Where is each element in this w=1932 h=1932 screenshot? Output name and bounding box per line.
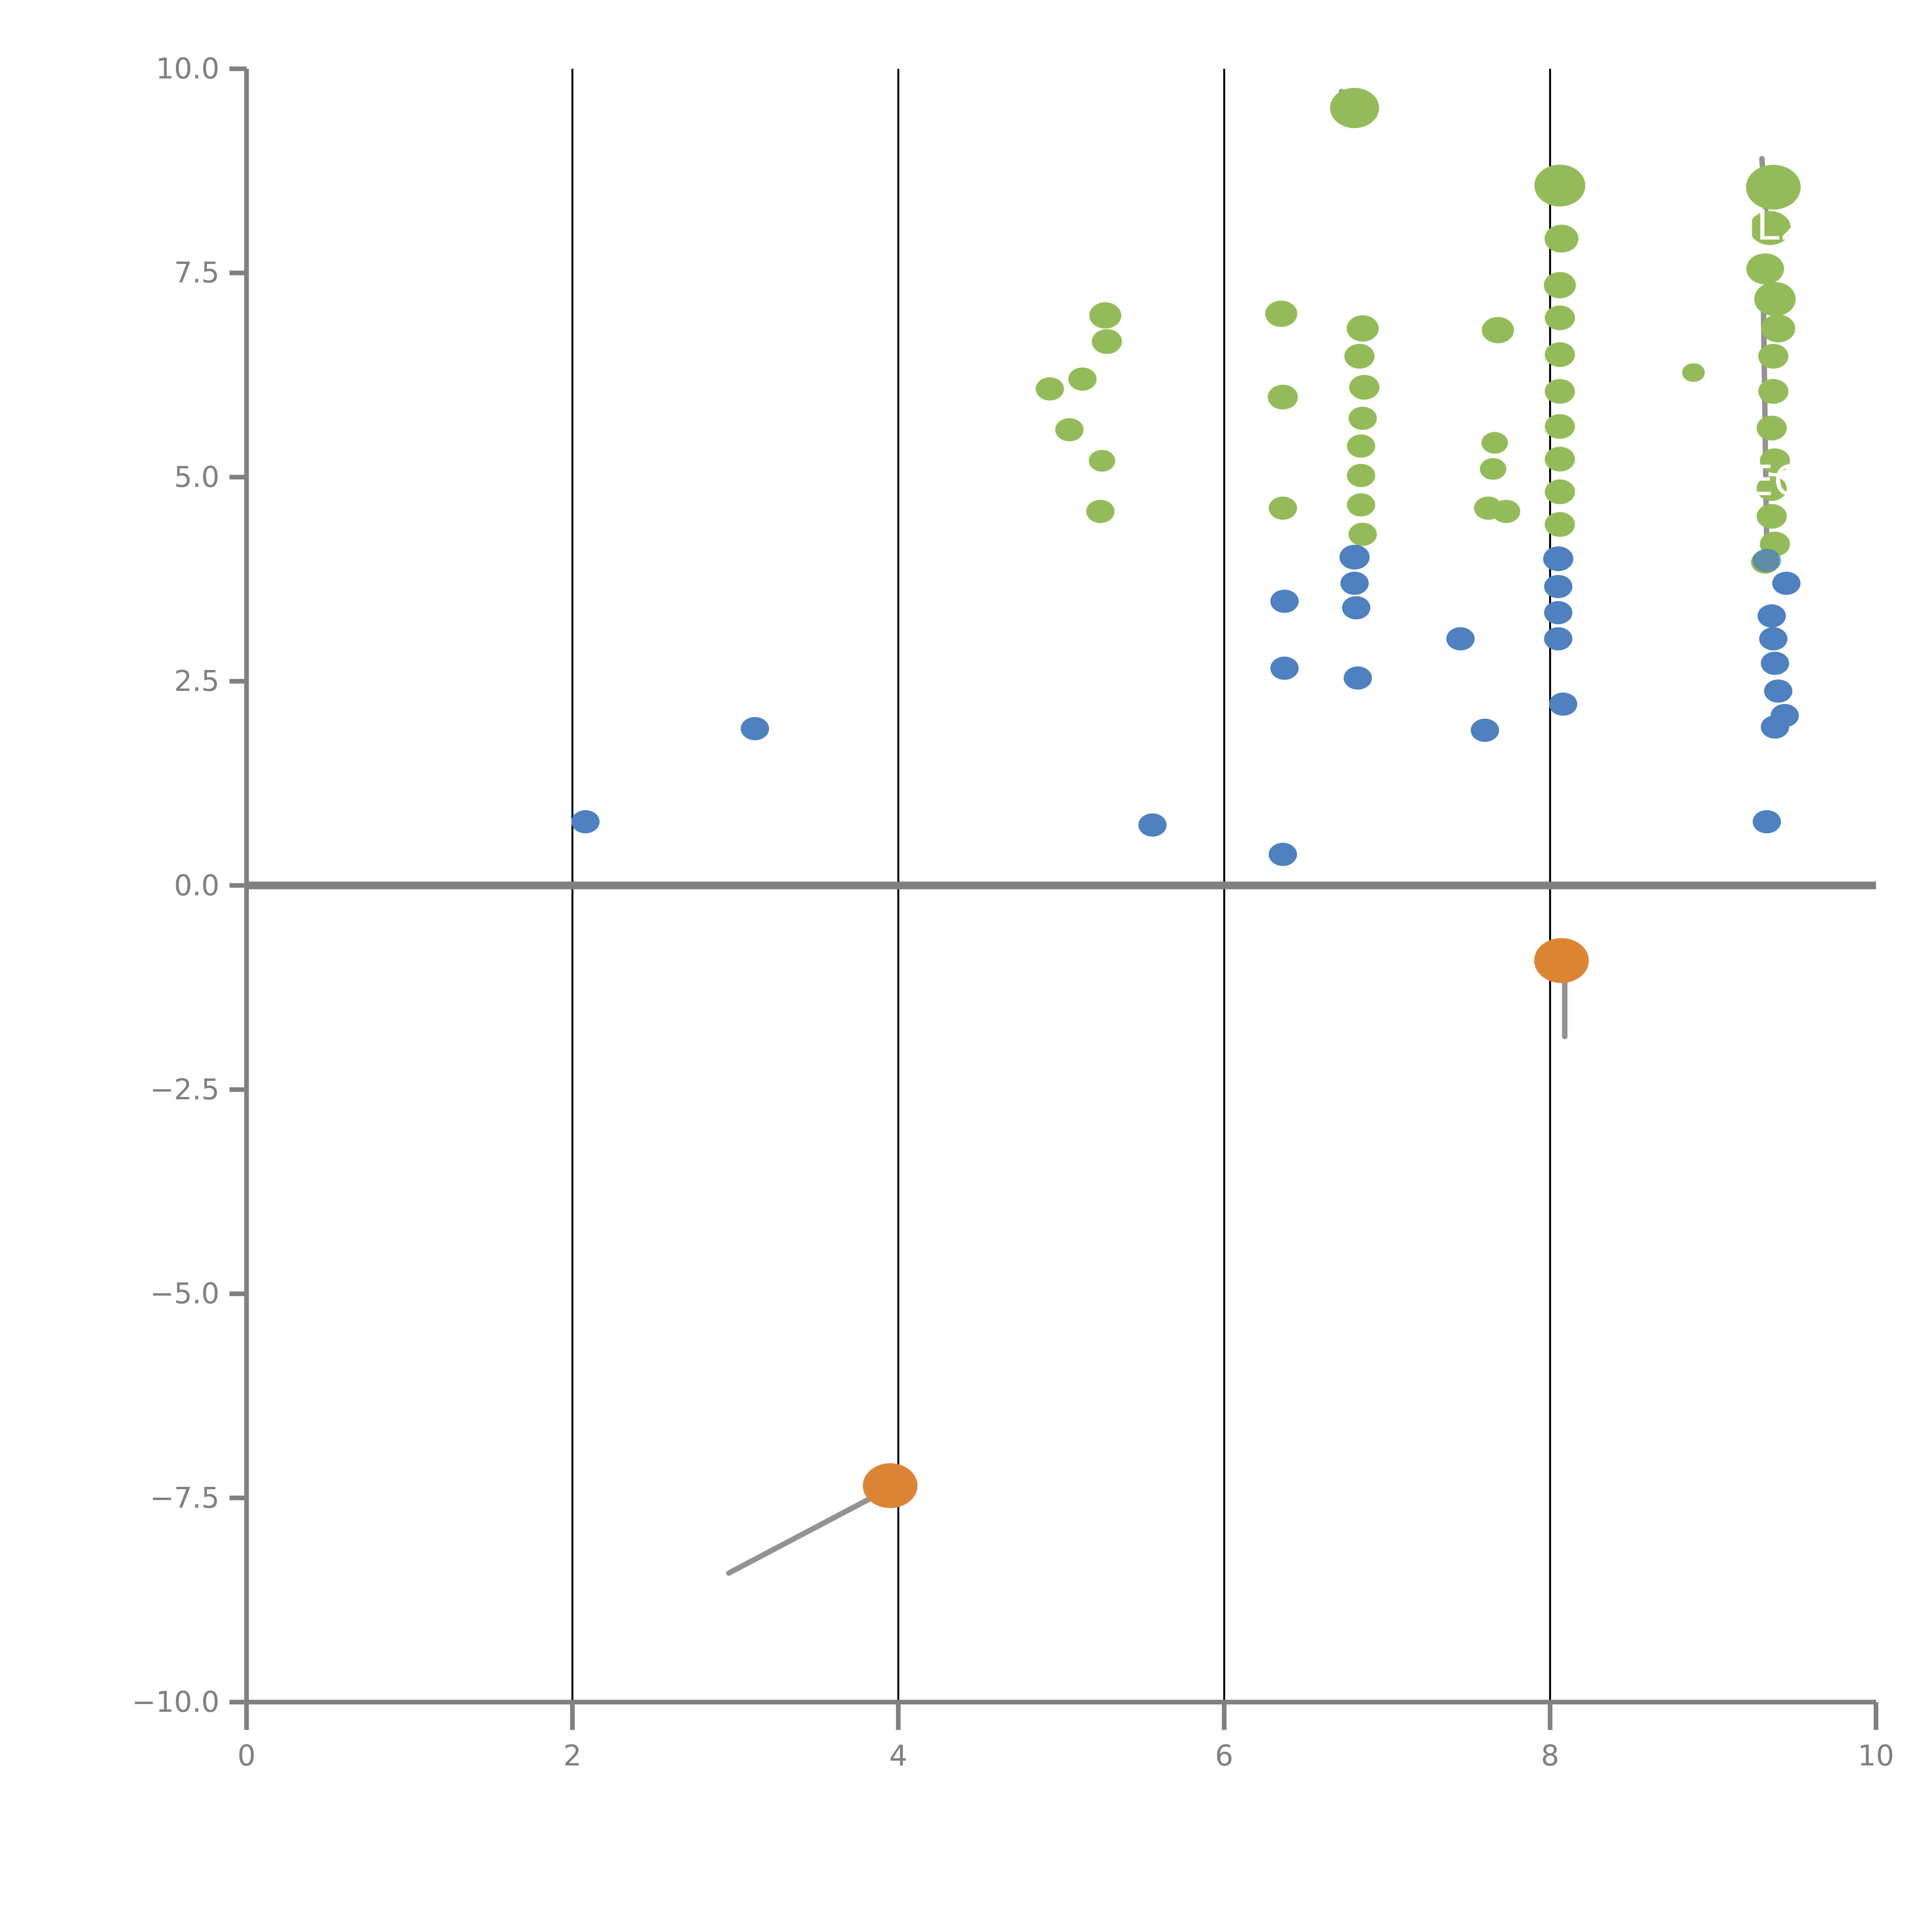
y-tick-label-2: −5.0	[150, 1277, 219, 1311]
marker-green-3[interactable]	[1749, 211, 1791, 245]
marker-green-22[interactable]	[1544, 342, 1575, 367]
y-tick-label-1: −7.5	[150, 1481, 219, 1515]
marker-blue-21[interactable]	[741, 717, 769, 740]
series-orange-markers[interactable]	[862, 938, 1589, 1508]
marker-green-12[interactable]	[1482, 317, 1514, 344]
marker-green-34[interactable]	[1347, 464, 1376, 487]
x-tick-label-5: 10	[1857, 1739, 1895, 1772]
marker-green-16[interactable]	[1758, 344, 1789, 369]
leader-lines-group	[726, 89, 1770, 1576]
marker-blue-24[interactable]	[571, 810, 600, 833]
marker-blue-7[interactable]	[1342, 596, 1371, 619]
marker-blue-22[interactable]	[1138, 813, 1167, 837]
marker-orange-0[interactable]	[1534, 938, 1589, 983]
leader-line-1	[726, 1487, 890, 1576]
marker-green-21[interactable]	[1349, 375, 1379, 400]
marker-blue-20[interactable]	[1471, 718, 1499, 742]
annotation-label-1: EC	[1747, 457, 1803, 505]
marker-green-25[interactable]	[1349, 406, 1377, 430]
marker-green-35[interactable]	[1544, 447, 1575, 472]
marker-green-19[interactable]	[1068, 367, 1097, 391]
x-tick-label-4: 8	[1541, 1739, 1560, 1772]
marker-green-13[interactable]	[1092, 329, 1122, 354]
x-tick-label-3: 6	[1215, 1739, 1233, 1772]
marker-green-36[interactable]	[1757, 476, 1787, 501]
marker-green-42[interactable]	[1757, 504, 1787, 529]
marker-orange-1[interactable]	[862, 1463, 918, 1508]
marker-blue-14[interactable]	[1270, 656, 1299, 680]
marker-green-8[interactable]	[1265, 301, 1298, 327]
marker-green-30[interactable]	[1544, 414, 1575, 439]
marker-blue-6[interactable]	[1270, 590, 1299, 613]
y-tick-label-3: −2.5	[150, 1073, 219, 1106]
marker-green-28[interactable]	[1481, 432, 1508, 454]
series-green-markers[interactable]	[1036, 88, 1801, 574]
marker-green-40[interactable]	[1492, 500, 1520, 523]
marker-green-11[interactable]	[1761, 315, 1795, 343]
marker-blue-16[interactable]	[1764, 679, 1793, 703]
marker-blue-5[interactable]	[1772, 571, 1801, 595]
marker-green-6[interactable]	[1754, 282, 1796, 316]
marker-green-24[interactable]	[1055, 418, 1084, 442]
marker-blue-15[interactable]	[1344, 666, 1372, 690]
marker-green-17[interactable]	[1682, 363, 1705, 382]
marker-green-41[interactable]	[1544, 479, 1575, 504]
marker-green-29[interactable]	[1347, 434, 1376, 458]
y-tick-label-0: −10.0	[132, 1685, 219, 1719]
y-tick-label-5: 2.5	[174, 665, 219, 698]
marker-green-20[interactable]	[1267, 384, 1298, 410]
marker-green-4[interactable]	[1544, 224, 1579, 253]
marker-green-9[interactable]	[1347, 315, 1379, 342]
marker-green-44[interactable]	[1349, 522, 1377, 546]
x-tick-marks	[244, 1702, 1878, 1730]
marker-green-23[interactable]	[1758, 379, 1789, 404]
marker-blue-1[interactable]	[1543, 546, 1573, 571]
marker-green-31[interactable]	[1760, 448, 1790, 473]
marker-green-7[interactable]	[1089, 302, 1121, 329]
marker-blue-19[interactable]	[1760, 715, 1789, 739]
marker-blue-10[interactable]	[1759, 627, 1787, 651]
marker-green-37[interactable]	[1269, 497, 1297, 520]
series-blue-markers[interactable]	[571, 544, 1801, 866]
marker-blue-3[interactable]	[1340, 571, 1369, 595]
marker-green-2[interactable]	[1746, 165, 1801, 210]
marker-green-18[interactable]	[1036, 377, 1064, 401]
marker-green-10[interactable]	[1544, 272, 1576, 299]
marker-green-43[interactable]	[1086, 500, 1115, 523]
x-tick-label-2: 4	[889, 1739, 908, 1772]
marker-blue-25[interactable]	[1269, 843, 1297, 866]
marker-blue-0[interactable]	[1339, 544, 1370, 570]
marker-green-15[interactable]	[1544, 305, 1575, 330]
marker-blue-13[interactable]	[1760, 651, 1789, 675]
x-tick-label-1: 2	[563, 1739, 582, 1772]
marker-blue-4[interactable]	[1544, 575, 1573, 598]
marker-green-14[interactable]	[1344, 344, 1375, 369]
x-tick-label-0: 0	[237, 1739, 256, 1772]
marker-green-27[interactable]	[1757, 415, 1787, 440]
marker-green-45[interactable]	[1544, 512, 1575, 537]
y-tick-label-7: 7.5	[174, 256, 219, 290]
y-tick-label-4: 0.0	[174, 869, 219, 902]
marker-blue-9[interactable]	[1757, 604, 1786, 628]
marker-blue-23[interactable]	[1752, 810, 1781, 833]
marker-blue-11[interactable]	[1446, 627, 1475, 651]
marker-green-32[interactable]	[1088, 450, 1116, 472]
marker-blue-12[interactable]	[1544, 627, 1573, 651]
marker-blue-2[interactable]	[1752, 549, 1781, 572]
y-tick-marks	[230, 66, 247, 1704]
y-tick-label-6: 5.0	[174, 460, 219, 494]
marker-green-1[interactable]	[1534, 165, 1585, 207]
marker-blue-8[interactable]	[1544, 601, 1573, 624]
annotation-label-0: IL2	[1744, 201, 1806, 250]
point-annotations-group: IL2 EC	[1744, 201, 1806, 505]
y-tick-label-8: 10.0	[156, 52, 219, 85]
marker-green-38[interactable]	[1347, 493, 1376, 517]
marker-blue-17[interactable]	[1549, 692, 1577, 716]
marker-green-33[interactable]	[1480, 458, 1507, 480]
marker-green-0[interactable]	[1330, 88, 1379, 128]
marker-green-26[interactable]	[1544, 379, 1575, 404]
marker-green-5[interactable]	[1746, 253, 1784, 284]
